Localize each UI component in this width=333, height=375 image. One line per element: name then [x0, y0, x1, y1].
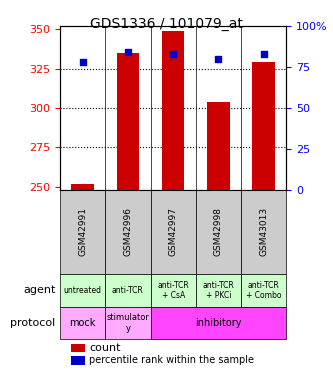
Point: [170, 51, 176, 57]
Text: stimulator
y: stimulator y: [107, 314, 149, 333]
FancyBboxPatch shape: [196, 274, 241, 307]
Text: protocol: protocol: [10, 318, 55, 328]
Text: anti-TCR
+ PKCi: anti-TCR + PKCi: [202, 280, 234, 300]
FancyBboxPatch shape: [241, 190, 286, 274]
Text: GDS1336 / 101079_at: GDS1336 / 101079_at: [90, 17, 243, 31]
Text: inhibitory: inhibitory: [195, 318, 242, 328]
FancyBboxPatch shape: [60, 274, 105, 307]
Bar: [71, 184, 94, 190]
FancyBboxPatch shape: [151, 307, 286, 339]
Text: anti-TCR: anti-TCR: [112, 286, 144, 295]
Text: anti-TCR
+ Combo: anti-TCR + Combo: [246, 280, 281, 300]
Point: [261, 51, 266, 57]
Bar: [207, 102, 230, 190]
Text: GSM43013: GSM43013: [259, 207, 268, 256]
Text: agent: agent: [23, 285, 55, 296]
Text: anti-TCR
+ CsA: anti-TCR + CsA: [157, 280, 189, 300]
Text: count: count: [89, 343, 121, 353]
Point: [125, 50, 131, 55]
Text: untreated: untreated: [64, 286, 102, 295]
Bar: [71, 356, 85, 365]
Bar: [117, 53, 139, 190]
FancyBboxPatch shape: [196, 190, 241, 274]
Text: GSM42996: GSM42996: [123, 207, 133, 256]
Bar: [71, 344, 85, 352]
FancyBboxPatch shape: [151, 190, 196, 274]
FancyBboxPatch shape: [105, 190, 151, 274]
FancyBboxPatch shape: [151, 274, 196, 307]
Text: GSM42998: GSM42998: [214, 207, 223, 256]
Bar: [162, 31, 184, 190]
Text: mock: mock: [69, 318, 96, 328]
FancyBboxPatch shape: [60, 307, 105, 339]
FancyBboxPatch shape: [105, 307, 151, 339]
FancyBboxPatch shape: [241, 274, 286, 307]
FancyBboxPatch shape: [60, 190, 105, 274]
FancyBboxPatch shape: [105, 274, 151, 307]
Point: [80, 59, 85, 65]
Text: GSM42991: GSM42991: [78, 207, 87, 256]
Text: percentile rank within the sample: percentile rank within the sample: [89, 356, 254, 366]
Text: GSM42997: GSM42997: [168, 207, 178, 256]
Point: [216, 56, 221, 62]
Bar: [252, 62, 275, 190]
